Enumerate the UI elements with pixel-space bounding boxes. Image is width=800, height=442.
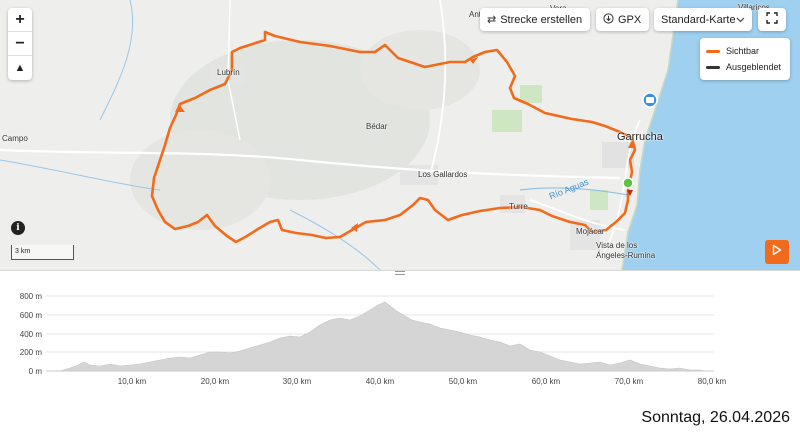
river: [0, 159, 161, 191]
elevation-profile[interactable]: 800 m 600 m 400 m 200 m 0 m 10,0 km 20,0…: [0, 280, 800, 395]
place-label-vista-line1: Vista de los: [596, 241, 638, 250]
route-direction-arrow: [175, 104, 185, 112]
y-tick-label: 600 m: [20, 311, 43, 320]
river: [99, 0, 134, 121]
start-marker: [622, 177, 634, 189]
legend-hidden-swatch: [706, 65, 720, 69]
place-label-campo: Campo: [2, 134, 28, 143]
elevation-area: [48, 301, 706, 372]
chevron-down-icon: [736, 14, 745, 26]
relief-area: [130, 130, 270, 230]
map-style-label: Standard-Karte: [661, 13, 736, 26]
place-label-lubrin: Lubrín: [217, 68, 240, 77]
y-axis-labels: 800 m 600 m 400 m 200 m 0 m: [20, 292, 43, 376]
create-route-label: Strecke erstellen: [500, 13, 583, 26]
road: [0, 148, 621, 180]
x-tick-label: 10,0 km: [118, 377, 147, 386]
x-tick-label: 60,0 km: [532, 377, 561, 386]
play-animation-button[interactable]: [765, 240, 789, 264]
legend-hidden-label: Ausgeblendet: [726, 62, 782, 72]
legend-visible-row[interactable]: Sichtbar: [706, 43, 784, 59]
place-label-los-gallardos: Los Gallardos: [418, 170, 468, 179]
map-view[interactable]: Vera Ant Villaricos Lubrín Campo Bédar L…: [0, 0, 800, 270]
north-arrow-icon: ▲: [14, 62, 26, 74]
map-canvas[interactable]: [0, 0, 800, 270]
place-label-bedar: Bédar: [366, 122, 388, 131]
x-axis-labels: 10,0 km 20,0 km 30,0 km 40,0 km 50,0 km …: [118, 377, 727, 386]
zoom-out-button[interactable]: −: [8, 32, 32, 56]
route-icon: ⇄: [487, 14, 497, 26]
route-direction-arrow: [351, 223, 358, 232]
play-icon: [772, 243, 782, 261]
x-tick-label: 20,0 km: [201, 377, 230, 386]
coastline: [621, 0, 679, 270]
panel-divider: [0, 270, 800, 276]
x-tick-label: 40,0 km: [366, 377, 395, 386]
create-route-button[interactable]: ⇄ Strecke erstellen: [480, 8, 590, 31]
compass-north-button[interactable]: ▲: [8, 56, 32, 80]
x-tick-label: 50,0 km: [449, 377, 478, 386]
fullscreen-icon: [766, 12, 778, 27]
legend-visible-label: Sichtbar: [726, 46, 760, 56]
green-area: [590, 190, 608, 210]
zoom-in-button[interactable]: +: [8, 8, 32, 32]
x-tick-label: 30,0 km: [283, 377, 312, 386]
green-area: [520, 85, 542, 103]
map-style-dropdown[interactable]: Standard-Karte: [654, 8, 752, 31]
place-label-vista-line2: Ángeles-Rumina: [596, 251, 656, 260]
y-tick-label: 800 m: [20, 292, 43, 301]
green-area: [492, 110, 522, 132]
place-label-villaricos: Villaricos: [738, 3, 770, 12]
track-legend: Sichtbar Ausgeblendet: [700, 38, 790, 80]
route-direction-arrow: [628, 140, 636, 148]
river: [519, 187, 629, 196]
camera-poi-icon: [646, 97, 654, 103]
route-direction-arrow: [470, 57, 478, 64]
legend-visible-swatch: [706, 49, 720, 53]
place-label-turre: Turre: [509, 202, 528, 211]
y-tick-label: 400 m: [20, 330, 43, 339]
info-icon[interactable]: i: [11, 221, 25, 235]
end-marker: [627, 190, 633, 196]
x-tick-label: 70,0 km: [615, 377, 644, 386]
place-label-garrucha: Garrucha: [617, 131, 663, 143]
route-track: [150, 30, 637, 244]
place-label-mojacar: Mojácar: [576, 227, 605, 236]
resize-handle[interactable]: [395, 271, 405, 275]
zoom-controls: + − ▲: [8, 8, 32, 80]
download-icon: [603, 12, 614, 27]
y-tick-label: 200 m: [20, 348, 43, 357]
scale-bar: 3 km: [11, 245, 74, 260]
x-tick-label: 80,0 km: [698, 377, 727, 386]
gpx-label: GPX: [618, 13, 642, 26]
date-label: Sonntag, 26.04.2026: [641, 409, 790, 426]
scale-label: 3 km: [15, 248, 31, 255]
fullscreen-button[interactable]: [758, 8, 786, 31]
place-label-ant: Ant: [469, 10, 482, 19]
river: [289, 209, 381, 270]
road: [429, 0, 447, 176]
relief-area: [360, 30, 480, 110]
gpx-download-button[interactable]: GPX: [596, 8, 649, 31]
legend-hidden-row[interactable]: Ausgeblendet: [706, 59, 784, 75]
y-tick-label: 0 m: [29, 367, 43, 376]
